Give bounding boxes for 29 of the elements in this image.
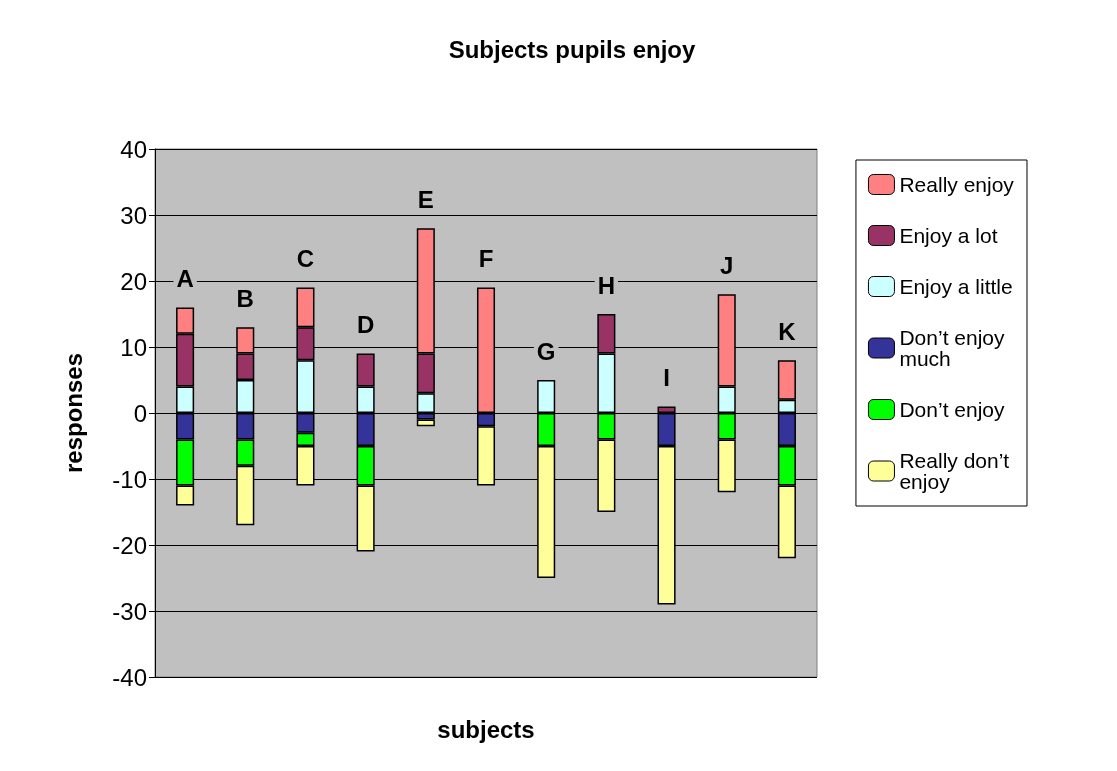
x-tick-label: J <box>720 251 734 279</box>
x-tick-label: I <box>663 363 670 391</box>
x-tick-label: K <box>778 317 797 345</box>
legend-label: Don’t enjoy <box>899 398 1005 421</box>
y-tick-label: 30 <box>120 201 147 229</box>
y-tick-label: -10 <box>112 465 147 493</box>
y-tick-label: -40 <box>112 663 147 691</box>
y-tick-label: 0 <box>133 399 147 427</box>
x-axis-title: subjects <box>437 715 535 743</box>
y-tick-label: 40 <box>120 135 147 163</box>
y-tick-label: -20 <box>112 531 147 559</box>
x-tick-label: F <box>478 245 494 273</box>
y-tick-label: 20 <box>120 267 147 295</box>
x-tick-label: B <box>236 284 254 312</box>
y-tick-label: -30 <box>112 597 147 625</box>
legend-label: Enjoy a little <box>899 275 1013 298</box>
legend-label: Enjoy a lot <box>899 224 998 247</box>
y-axis-title: responses <box>59 352 87 474</box>
legend-label: Really enjoy <box>899 173 1015 196</box>
y-tick-label: 10 <box>120 333 147 361</box>
x-tick-label: H <box>597 271 616 299</box>
legend-label: Don’t enjoy much <box>899 326 1011 370</box>
x-tick-label: A <box>176 264 194 292</box>
x-tick-label: C <box>296 245 315 273</box>
chart-title: Subjects pupils enjoy <box>448 35 697 63</box>
x-tick-label: E <box>417 185 434 213</box>
legend-label: Really don’t enjoy <box>899 449 1015 493</box>
x-tick-label: G <box>536 337 556 365</box>
x-tick-label: D <box>356 311 375 339</box>
